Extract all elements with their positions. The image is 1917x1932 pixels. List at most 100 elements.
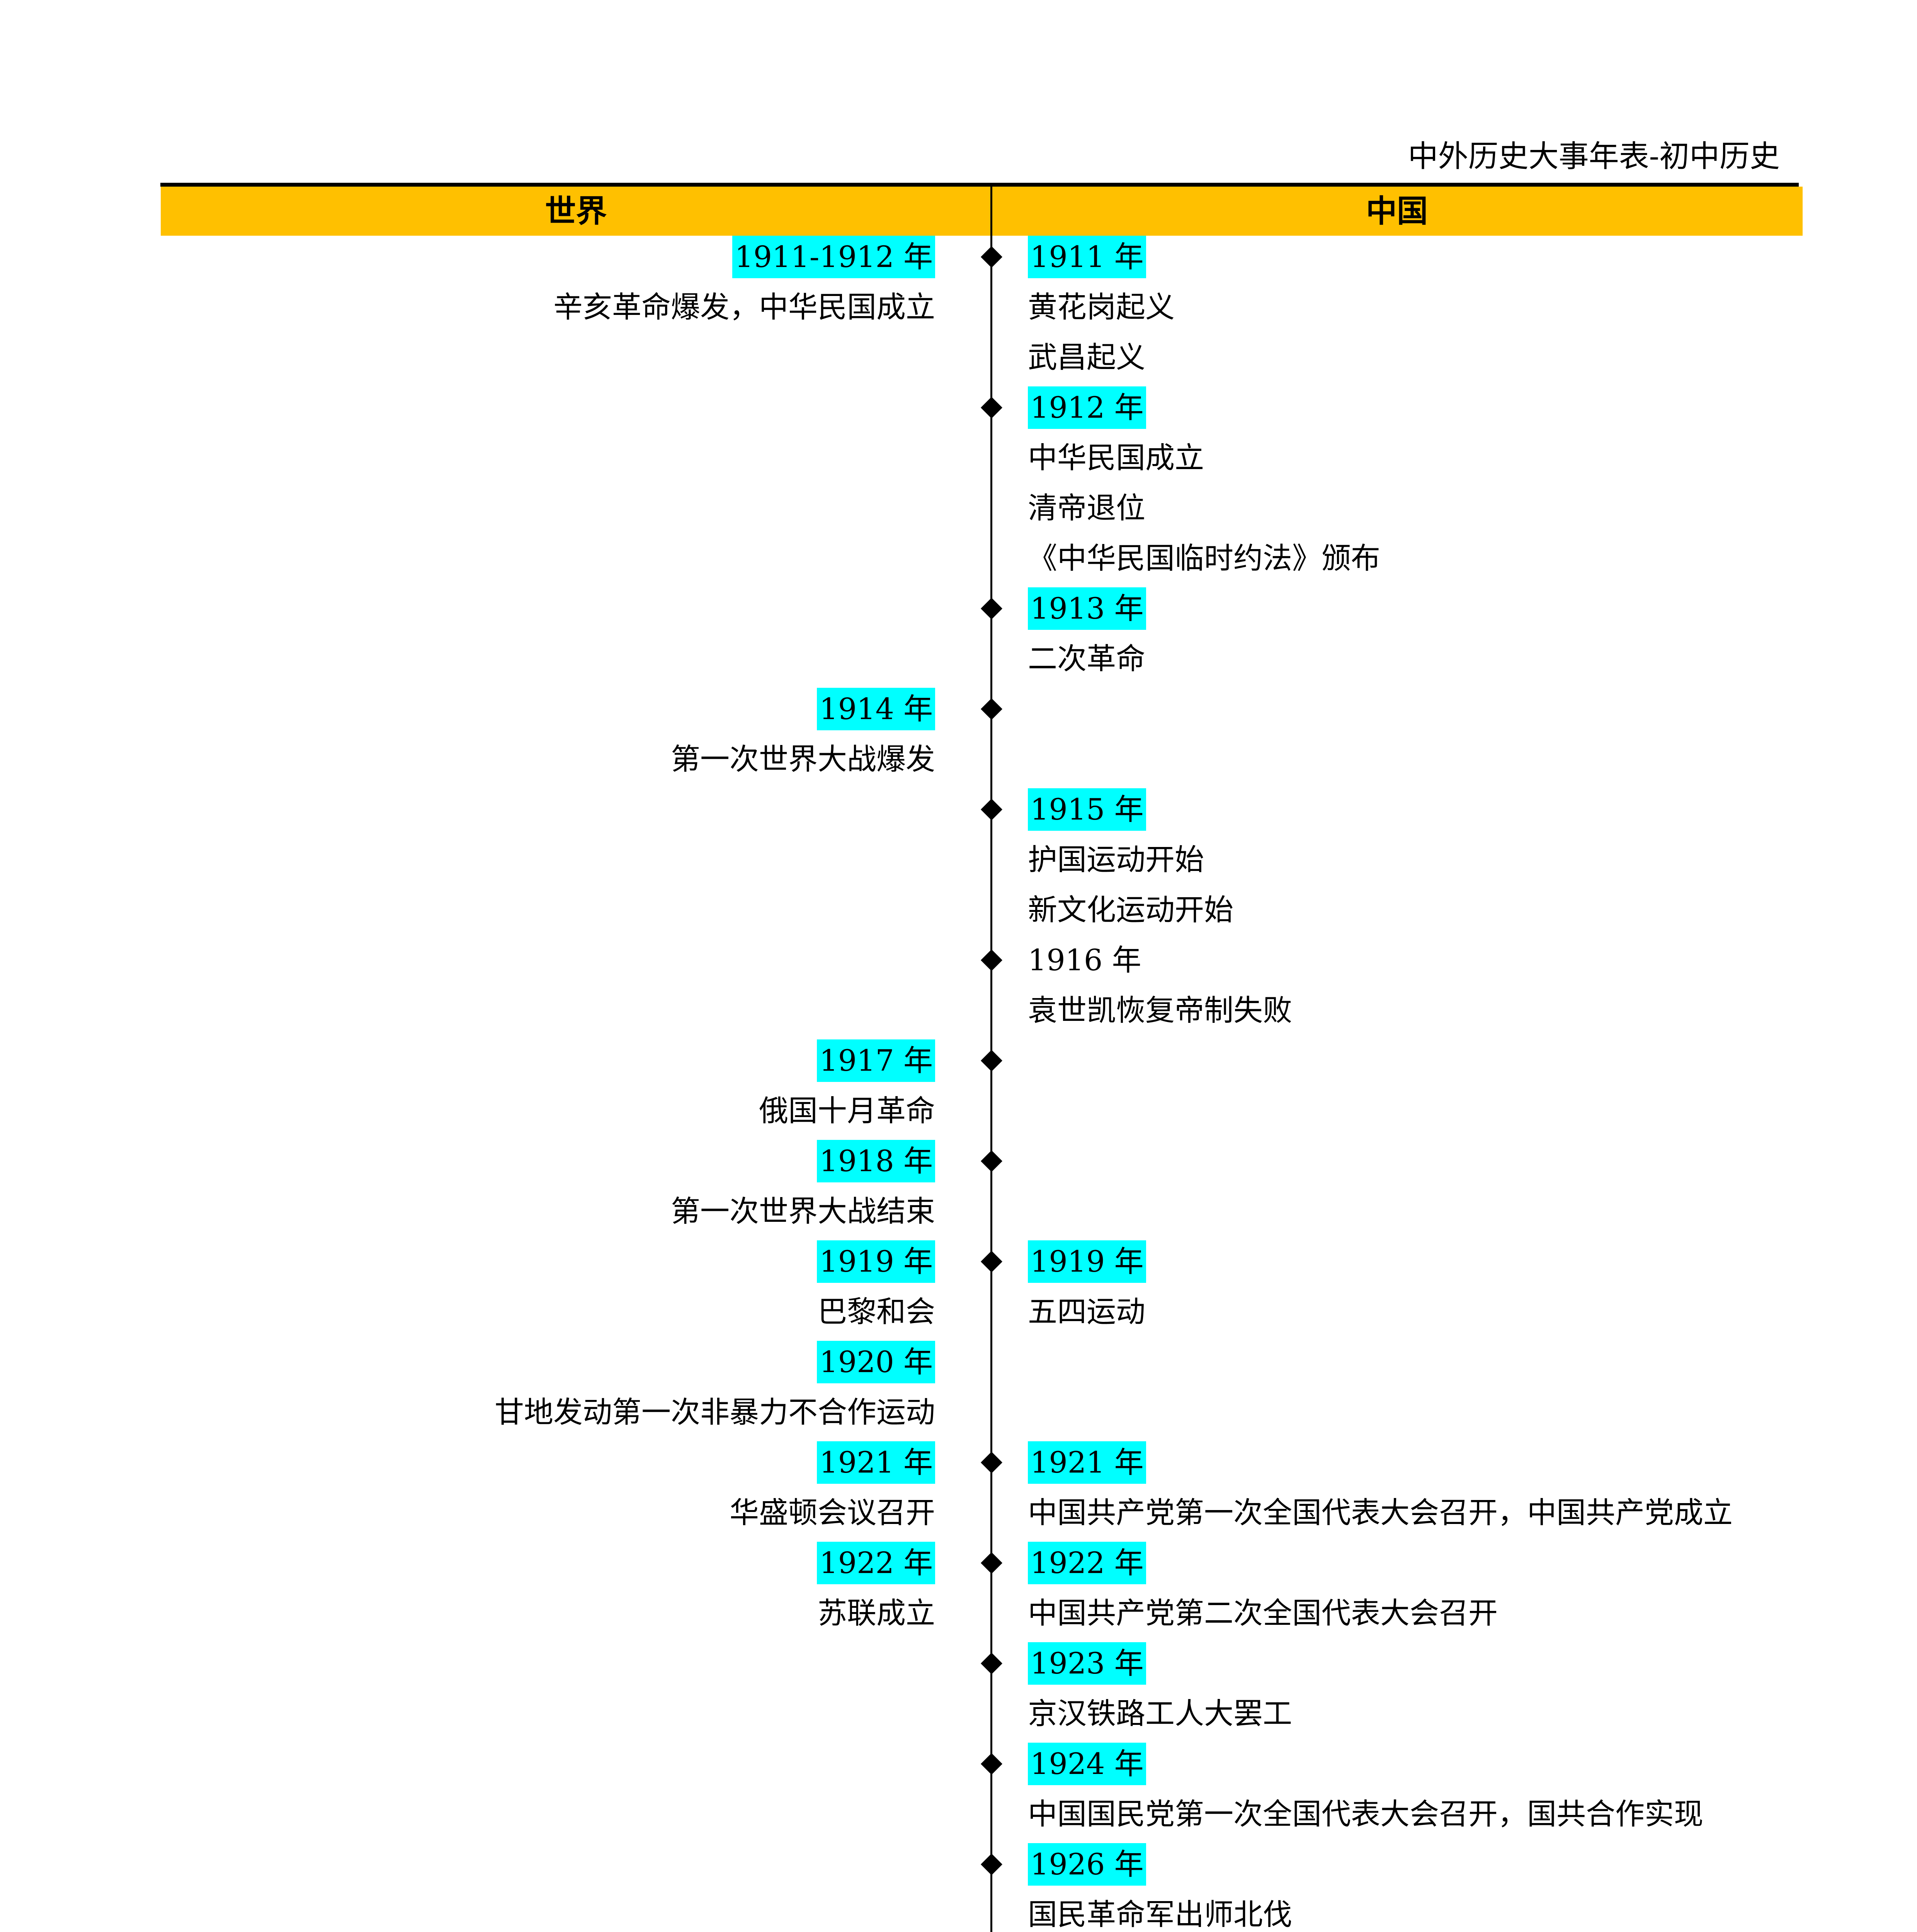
event-text: 武昌起义 [1028, 340, 1145, 374]
year-chip: 1919 年 [1028, 1240, 1146, 1283]
event-text: 国民革命军出师北伐 [1028, 1897, 1292, 1932]
year-chip: 1921 年 [817, 1441, 935, 1484]
event-text: 二次革命 [1028, 641, 1145, 676]
year-chip: 1915 年 [1028, 788, 1146, 831]
world-event: 苏联成立 [818, 1592, 935, 1634]
event-text: 苏联成立 [818, 1596, 935, 1630]
china-year-label: 1912 年 [1028, 386, 1146, 429]
world-year-label: 1914 年 [817, 688, 935, 730]
china-event: 中国共产党第二次全国代表大会召开 [1028, 1592, 1498, 1634]
timeline-diamond-icon [981, 246, 1002, 268]
year-chip: 1922 年 [1028, 1542, 1146, 1584]
timeline-diamond-icon [981, 397, 1002, 418]
event-text: 中国国民党第一次全国代表大会召开，国共合作实现 [1028, 1797, 1703, 1831]
event-text: 五四运动 [1028, 1294, 1145, 1329]
event-text: 京汉铁路工人大罢工 [1028, 1696, 1292, 1731]
china-event: 武昌起义 [1028, 336, 1145, 379]
column-header-bar [161, 187, 1803, 236]
year-chip: 1917 年 [817, 1039, 935, 1082]
year-chip: 1912 年 [1028, 386, 1146, 429]
year-chip: 1914 年 [817, 688, 935, 730]
china-event: 1916 年 [1028, 939, 1141, 981]
column-header-china: 中国 [1366, 193, 1428, 229]
world-year-label: 1918 年 [817, 1140, 935, 1182]
china-year-label: 1921 年 [1028, 1441, 1146, 1484]
timeline-diamond-icon [981, 1753, 1002, 1775]
event-text: 新文化运动开始 [1028, 893, 1233, 927]
event-text: 巴黎和会 [818, 1294, 935, 1329]
timeline-diamond-icon [981, 1251, 1002, 1272]
year-chip: 1911-1912 年 [732, 236, 935, 278]
header-rule [160, 183, 1799, 187]
year-chip: 1922 年 [817, 1542, 935, 1584]
world-event: 辛亥革命爆发，中华民国成立 [553, 286, 935, 328]
timeline-diamond-icon [981, 1150, 1002, 1172]
event-text: 中国共产党第二次全国代表大会召开 [1028, 1596, 1498, 1630]
event-text: 黄花岗起义 [1028, 290, 1175, 324]
china-event: 中国国民党第一次全国代表大会召开，国共合作实现 [1028, 1793, 1703, 1835]
china-year-label: 1926 年 [1028, 1843, 1146, 1886]
timeline-diamond-icon [981, 799, 1002, 820]
world-year-label: 1921 年 [817, 1441, 935, 1484]
china-year-label: 1924 年 [1028, 1743, 1146, 1785]
year-chip: 1921 年 [1028, 1441, 1146, 1484]
year-chip: 1923 年 [1028, 1642, 1146, 1685]
world-event: 俄国十月革命 [759, 1090, 935, 1132]
world-event: 第一次世界大战结束 [671, 1190, 935, 1233]
china-event: 中华民国成立 [1028, 437, 1204, 479]
china-event: 清帝退位 [1028, 487, 1145, 529]
year-chip: 1913 年 [1028, 587, 1146, 630]
event-text: 中国共产党第一次全国代表大会召开，中国共产党成立 [1028, 1495, 1733, 1530]
event-text: 护国运动开始 [1028, 842, 1204, 877]
china-year-label: 1922 年 [1028, 1542, 1146, 1584]
china-year-label: 1915 年 [1028, 788, 1146, 831]
event-text: 中华民国成立 [1028, 440, 1204, 475]
year-chip: 1926 年 [1028, 1843, 1146, 1886]
china-year-label: 1911 年 [1028, 236, 1146, 278]
china-event: 二次革命 [1028, 638, 1145, 680]
year-chip: 1919 年 [817, 1240, 935, 1283]
year-chip: 1920 年 [817, 1341, 935, 1383]
event-text: 华盛顿会议召开 [730, 1495, 935, 1530]
event-text: 清帝退位 [1028, 491, 1145, 525]
column-header-world: 世界 [545, 193, 607, 229]
china-event: 护国运动开始 [1028, 838, 1204, 881]
event-text: 俄国十月革命 [759, 1094, 935, 1128]
world-event: 甘地发动第一次非暴力不合作运动 [495, 1391, 935, 1434]
event-text: 第一次世界大战结束 [671, 1194, 935, 1228]
timeline-diamond-icon [981, 1854, 1002, 1875]
world-year-label: 1920 年 [817, 1341, 935, 1383]
timeline-diamond-icon [981, 949, 1002, 971]
timeline-diamond-icon [981, 698, 1002, 720]
document-title: 中外历史大事年表-初中历史 [1408, 139, 1780, 174]
year-chip: 1918 年 [817, 1140, 935, 1182]
china-year-label: 1919 年 [1028, 1240, 1146, 1283]
china-event: 黄花岗起义 [1028, 286, 1175, 328]
timeline-diamond-icon [981, 1653, 1002, 1674]
world-event: 第一次世界大战爆发 [671, 738, 935, 781]
world-year-label: 1922 年 [817, 1542, 935, 1584]
china-year-label: 1913 年 [1028, 587, 1146, 630]
china-event: 《中华民国临时约法》颁布 [1028, 537, 1380, 580]
event-text: 《中华民国临时约法》颁布 [1028, 541, 1380, 575]
china-year-label: 1923 年 [1028, 1642, 1146, 1685]
timeline-diamond-icon [981, 1552, 1002, 1574]
world-event: 巴黎和会 [818, 1291, 935, 1333]
timeline-diamond-icon [981, 1050, 1002, 1071]
timeline-diamond-icon [981, 598, 1002, 619]
china-event: 国民革命军出师北伐 [1028, 1893, 1292, 1932]
event-text: 甘地发动第一次非暴力不合作运动 [495, 1395, 935, 1429]
world-year-label: 1911-1912 年 [732, 236, 935, 278]
china-event: 袁世凯恢复帝制失败 [1028, 989, 1292, 1032]
china-event: 新文化运动开始 [1028, 889, 1233, 931]
china-event: 中国共产党第一次全国代表大会召开，中国共产党成立 [1028, 1492, 1733, 1534]
world-event: 华盛顿会议召开 [730, 1492, 935, 1534]
event-text: 袁世凯恢复帝制失败 [1028, 993, 1292, 1027]
world-year-label: 1919 年 [817, 1240, 935, 1283]
timeline-diamond-icon [981, 1452, 1002, 1473]
world-year-label: 1917 年 [817, 1039, 935, 1082]
china-event: 五四运动 [1028, 1291, 1145, 1333]
china-event: 京汉铁路工人大罢工 [1028, 1692, 1292, 1735]
event-text: 辛亥革命爆发，中华民国成立 [553, 290, 935, 324]
year-chip: 1911 年 [1028, 236, 1146, 278]
